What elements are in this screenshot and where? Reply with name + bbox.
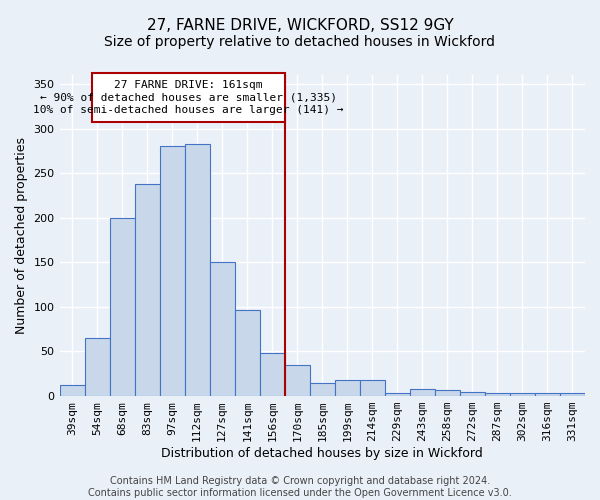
Bar: [110, 218, 134, 396]
Text: 27 FARNE DRIVE: 161sqm: 27 FARNE DRIVE: 161sqm: [114, 80, 263, 90]
Bar: [160, 146, 185, 396]
Text: Size of property relative to detached houses in Wickford: Size of property relative to detached ho…: [104, 35, 496, 49]
Bar: [310, 382, 335, 396]
Bar: [435, 390, 460, 396]
Bar: [85, 338, 110, 396]
Bar: [59, 386, 85, 396]
Bar: [485, 392, 510, 396]
Bar: [185, 144, 209, 396]
Bar: [134, 184, 160, 396]
Bar: [335, 380, 360, 396]
Text: 10% of semi-detached houses are larger (141) →: 10% of semi-detached houses are larger (…: [33, 105, 344, 115]
Text: Contains HM Land Registry data © Crown copyright and database right 2024.
Contai: Contains HM Land Registry data © Crown c…: [88, 476, 512, 498]
FancyBboxPatch shape: [92, 73, 285, 122]
Bar: [410, 389, 435, 396]
Bar: [535, 394, 560, 396]
Bar: [260, 354, 285, 396]
Text: ← 90% of detached houses are smaller (1,335): ← 90% of detached houses are smaller (1,…: [40, 92, 337, 102]
Bar: [235, 310, 260, 396]
Bar: [560, 394, 585, 396]
Text: 27, FARNE DRIVE, WICKFORD, SS12 9GY: 27, FARNE DRIVE, WICKFORD, SS12 9GY: [146, 18, 454, 32]
Bar: [460, 392, 485, 396]
Bar: [285, 365, 310, 396]
Bar: [360, 380, 385, 396]
Bar: [385, 392, 410, 396]
Bar: [510, 392, 535, 396]
X-axis label: Distribution of detached houses by size in Wickford: Distribution of detached houses by size …: [161, 447, 483, 460]
Y-axis label: Number of detached properties: Number of detached properties: [15, 137, 28, 334]
Bar: [209, 262, 235, 396]
